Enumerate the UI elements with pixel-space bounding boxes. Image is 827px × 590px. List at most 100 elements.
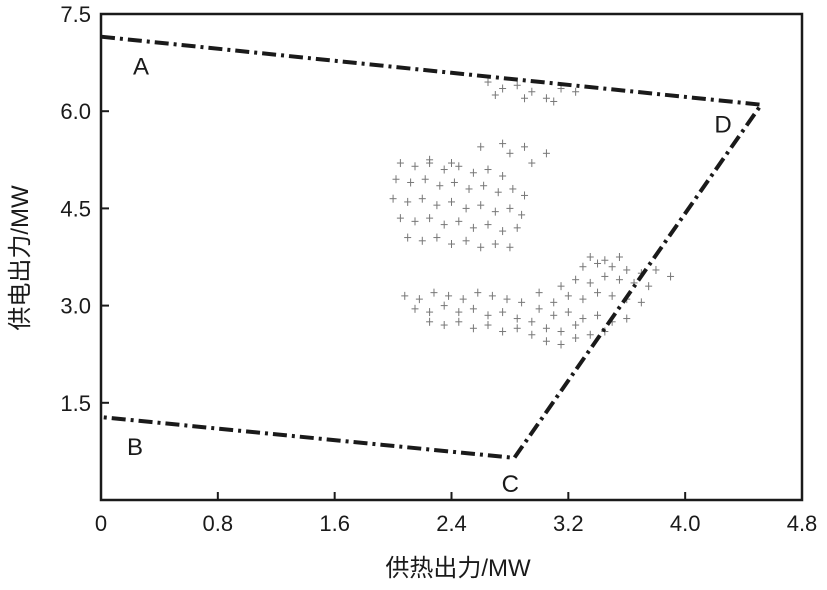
data-point (535, 304, 543, 313)
data-point (455, 317, 463, 326)
vertex-label-a: A (133, 54, 149, 81)
data-point (652, 265, 660, 274)
data-point (579, 295, 587, 304)
y-tick-label: 4.5 (60, 196, 91, 221)
data-point (389, 194, 397, 203)
data-point (564, 308, 572, 317)
data-point (513, 324, 521, 333)
data-point (462, 236, 470, 245)
data-point (469, 324, 477, 333)
x-axis-title: 供热出力/MW (385, 555, 531, 582)
data-point (518, 298, 526, 307)
data-point (401, 291, 409, 300)
data-point (469, 304, 477, 313)
data-point (469, 168, 477, 177)
data-point (430, 288, 438, 297)
data-point (477, 142, 485, 151)
data-point (528, 317, 536, 326)
data-point (404, 197, 412, 206)
data-point (542, 324, 550, 333)
data-point (477, 243, 485, 252)
x-axis-ticks: 0 0.8 1.6 2.4 3.2 4.0 4.8 (95, 492, 817, 536)
y-tick-label: 1.5 (60, 391, 91, 416)
data-point (579, 314, 587, 323)
data-point (484, 220, 492, 229)
data-point (572, 321, 580, 330)
data-point (645, 282, 653, 291)
data-point (455, 217, 463, 226)
data-point (550, 97, 558, 106)
data-point (411, 217, 419, 226)
data-point (499, 139, 507, 148)
x-tick-label: 4.8 (787, 511, 818, 536)
data-point (594, 259, 602, 268)
data-point (418, 194, 426, 203)
data-point (477, 201, 485, 210)
data-point (623, 265, 631, 274)
data-point (484, 311, 492, 320)
data-point (491, 207, 499, 216)
data-point (433, 233, 441, 242)
data-point (396, 159, 404, 168)
data-point (550, 298, 558, 307)
data-point (469, 223, 477, 232)
data-point (484, 165, 492, 174)
data-point (448, 240, 455, 249)
data-point (542, 337, 550, 346)
x-tick-label: 0 (95, 511, 107, 536)
data-point (494, 188, 502, 197)
data-point (506, 149, 514, 158)
data-point (503, 295, 511, 304)
data-point (465, 184, 473, 193)
region-boundary (100, 34, 765, 460)
scatter-points (389, 78, 675, 349)
data-point (572, 334, 580, 342)
data-point (484, 321, 492, 330)
data-point (455, 162, 463, 171)
data-point (564, 291, 572, 300)
data-point (528, 330, 536, 339)
data-point (418, 236, 426, 245)
data-point (415, 295, 423, 304)
data-point (667, 272, 675, 281)
data-point (586, 330, 594, 339)
data-point (535, 288, 543, 297)
data-point (426, 317, 434, 326)
data-point (506, 204, 514, 213)
data-point (637, 298, 645, 307)
vertex-label-d: D (714, 112, 731, 139)
data-point (572, 87, 580, 96)
data-point (542, 94, 550, 103)
feasible-region (100, 34, 765, 460)
data-point (440, 165, 448, 174)
data-point (513, 314, 521, 323)
data-point (436, 181, 444, 190)
data-point (440, 301, 448, 310)
data-point (404, 233, 412, 242)
data-point (392, 175, 400, 184)
data-point (528, 87, 536, 96)
data-point (411, 304, 419, 313)
data-point (572, 275, 580, 284)
data-point (426, 214, 434, 223)
data-point (499, 327, 507, 336)
data-point (557, 340, 565, 349)
data-point (601, 256, 609, 265)
data-point (608, 262, 616, 271)
data-point (426, 155, 434, 164)
data-point (459, 295, 467, 304)
data-point (615, 275, 623, 284)
x-tick-label: 1.6 (319, 511, 350, 536)
x-tick-label: 0.8 (203, 511, 234, 536)
data-point (484, 78, 492, 87)
y-tick-label: 3.0 (60, 294, 91, 319)
data-point (506, 243, 514, 252)
vertex-label-c: C (502, 471, 519, 498)
data-point (499, 227, 507, 236)
data-point (499, 84, 507, 93)
data-point (586, 253, 594, 261)
y-tick-label: 6.0 (60, 99, 91, 124)
data-point (462, 204, 470, 213)
data-point (448, 197, 455, 206)
